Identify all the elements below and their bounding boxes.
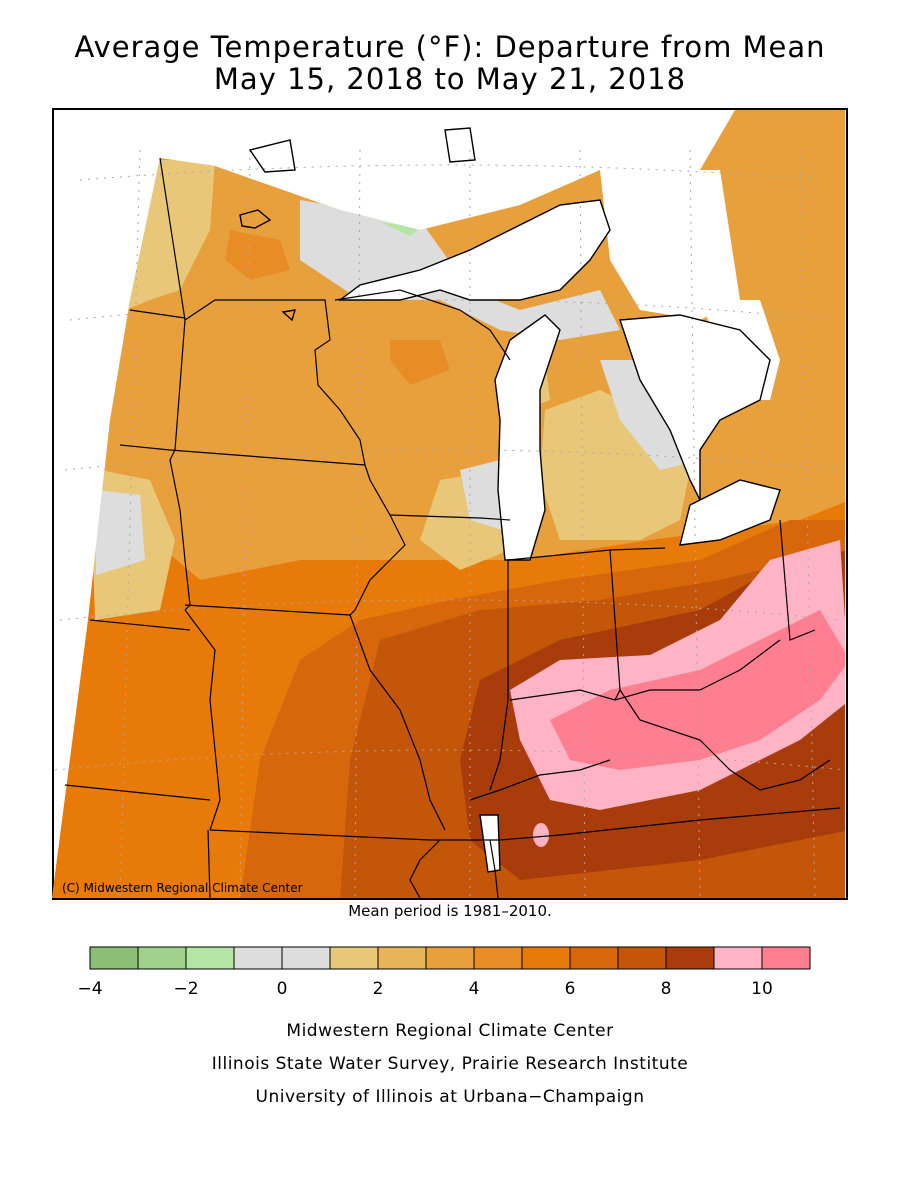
- credit-line-2: Illinois State Water Survey, Prairie Res…: [211, 1054, 689, 1074]
- legend-tick-label: 8: [661, 979, 672, 999]
- map-title: Average Temperature (°F): Departure from…: [74, 30, 826, 64]
- legend-tick-label: 10: [751, 979, 773, 999]
- legend-tick-label: 2: [373, 979, 384, 999]
- legend-swatch: [569, 946, 619, 970]
- state-boundaries: [64, 157, 841, 899]
- map-date-range: May 15, 2018 to May 21, 2018: [213, 62, 687, 96]
- legend-swatch: [281, 946, 331, 970]
- legend-swatch: [617, 946, 667, 970]
- legend-swatch: [329, 946, 379, 970]
- mean-period-note: Mean period is 1981–2010.: [348, 902, 552, 920]
- lat-lon-grid: [54, 149, 846, 899]
- copyright-label: (C) Midwestern Regional Climate Center: [62, 881, 303, 895]
- legend-swatch: [425, 946, 475, 970]
- legend-tick-label: 0: [277, 979, 288, 999]
- legend-swatch: [473, 946, 523, 970]
- credit-line-1: Midwestern Regional Climate Center: [286, 1021, 614, 1041]
- legend-tick-label: 4: [469, 979, 480, 999]
- coastlines: [239, 127, 781, 873]
- legend-swatch: [233, 946, 283, 970]
- legend-tick-label: −4: [77, 979, 102, 999]
- legend-tick-label: 6: [565, 979, 576, 999]
- legend-swatch: [377, 946, 427, 970]
- legend-swatch: [713, 946, 763, 970]
- legend-swatch: [185, 946, 235, 970]
- legend-tick-label: −2: [173, 979, 198, 999]
- legend-swatch: [761, 946, 811, 970]
- legend-swatch: [89, 946, 139, 970]
- color-legend: −4 −2 0 2 4 6 8 10: [77, 946, 811, 999]
- shaded-regions: [52, 110, 845, 898]
- credit-line-3: University of Illinois at Urbana−Champai…: [255, 1087, 645, 1107]
- legend-swatch: [137, 946, 187, 970]
- legend-swatch: [665, 946, 715, 970]
- legend-swatch: [521, 946, 571, 970]
